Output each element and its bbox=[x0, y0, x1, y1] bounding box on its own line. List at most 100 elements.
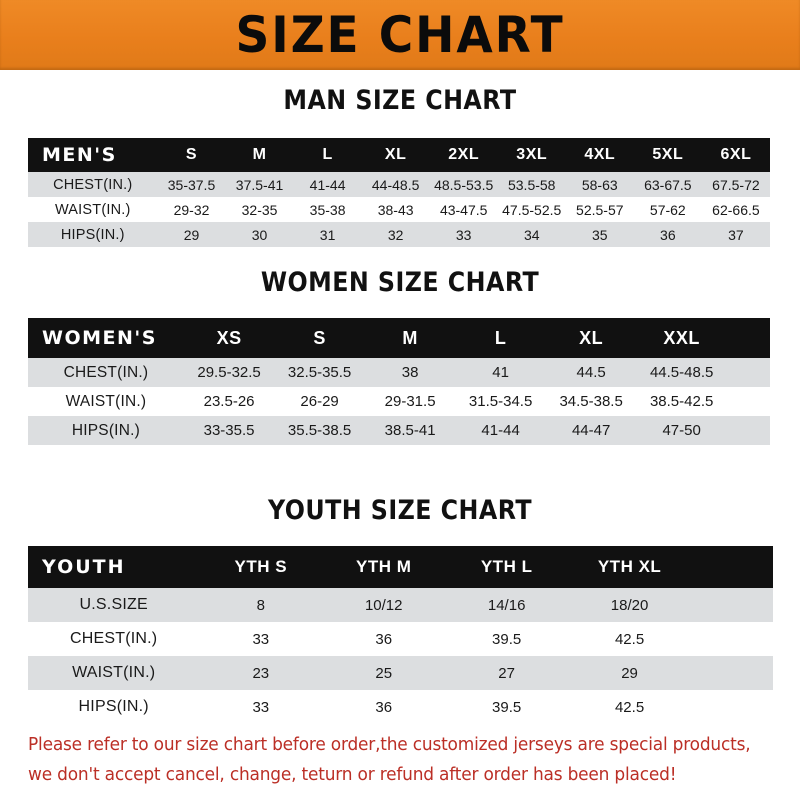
table-cell: 41-44 bbox=[481, 422, 520, 439]
youth-column-header: YTH XL bbox=[597, 557, 662, 576]
footer-line-1: Please refer to our size chart before or… bbox=[28, 735, 751, 755]
row-label: WAIST(IN.) bbox=[65, 392, 147, 410]
men-column-header: 6XL bbox=[720, 146, 752, 163]
table-row: CHEST(IN.) 35-37.5 37.5-41 41-44 44-48.5… bbox=[28, 172, 770, 197]
women-column-header: XS bbox=[216, 327, 242, 348]
table-cell: 42.5 bbox=[614, 698, 645, 716]
table-row: WAIST(IN.) 23.5-26 26-29 29-31.5 31.5-34… bbox=[28, 387, 770, 416]
women-column-header: M bbox=[402, 327, 418, 348]
table-cell-empty bbox=[727, 387, 770, 416]
table-cell: 44.5 bbox=[576, 364, 606, 381]
youth-column-header: YTH L bbox=[480, 557, 533, 576]
table-cell: 23 bbox=[252, 664, 270, 682]
row-label: CHEST(IN.) bbox=[53, 176, 133, 193]
youth-column-header: YTH S bbox=[234, 557, 288, 576]
table-header-row: MEN'S S M L XL 2XL 3XL 4XL 5XL 6XL bbox=[28, 138, 770, 172]
table-cell-empty bbox=[691, 588, 773, 622]
men-column-header: S bbox=[185, 146, 198, 163]
table-cell: 29 bbox=[621, 664, 638, 682]
table-cell-empty bbox=[691, 622, 773, 656]
row-label: WAIST(IN.) bbox=[72, 664, 156, 681]
table-cell: 47-50 bbox=[662, 422, 701, 439]
women-column-header: L bbox=[494, 327, 507, 348]
table-cell-empty bbox=[691, 690, 773, 724]
table-cell: 38.5-41 bbox=[384, 422, 436, 439]
table-cell: 44.5-48.5 bbox=[649, 364, 714, 381]
women-column-header-empty bbox=[727, 318, 770, 358]
table-cell: 37.5-41 bbox=[235, 176, 284, 193]
table-cell: 33 bbox=[252, 698, 270, 716]
table-header-row: WOMEN'S XS S M L XL XXL bbox=[28, 318, 770, 358]
table-cell: 57-62 bbox=[649, 201, 686, 218]
table-row: HIPS(IN.) 29 30 31 32 33 34 35 36 37 bbox=[28, 222, 770, 247]
table-cell: 52.5-57 bbox=[576, 201, 624, 218]
women-table-body: CHEST(IN.) 29.5-32.5 32.5-35.5 38 41 44.… bbox=[28, 358, 770, 445]
table-cell: 41-44 bbox=[309, 176, 346, 193]
table-cell: 44-48.5 bbox=[371, 176, 420, 193]
table-cell: 27 bbox=[498, 664, 515, 682]
men-table-header: MEN'S S M L XL 2XL 3XL 4XL 5XL 6XL bbox=[28, 138, 770, 172]
table-cell: 38.5-42.5 bbox=[649, 393, 714, 410]
table-row: HIPS(IN.) 33-35.5 35.5-38.5 38.5-41 41-4… bbox=[28, 416, 770, 445]
table-cell: 35-37.5 bbox=[167, 176, 216, 193]
youth-table-body: U.S.SIZE 8 10/12 14/16 18/20 CHEST(IN.) … bbox=[28, 588, 773, 724]
table-cell: 44-47 bbox=[571, 422, 611, 439]
table-cell: 26-29 bbox=[300, 393, 339, 410]
youth-column-header: YTH M bbox=[356, 557, 412, 576]
table-cell: 67.5-72 bbox=[712, 176, 760, 193]
table-cell: 31 bbox=[319, 226, 336, 243]
table-row: WAIST(IN.) 23 25 27 29 bbox=[28, 656, 773, 690]
men-column-header: 3XL bbox=[516, 146, 548, 163]
table-row: U.S.SIZE 8 10/12 14/16 18/20 bbox=[28, 588, 773, 622]
table-row: CHEST(IN.) 29.5-32.5 32.5-35.5 38 41 44.… bbox=[28, 358, 770, 387]
table-cell: 47.5-52.5 bbox=[502, 201, 562, 218]
women-column-header: S bbox=[313, 327, 326, 348]
men-column-header: 5XL bbox=[652, 146, 684, 163]
table-cell-empty bbox=[727, 416, 770, 445]
row-label: CHEST(IN.) bbox=[70, 630, 158, 647]
table-cell: 14/16 bbox=[487, 596, 526, 614]
table-cell: 38 bbox=[401, 364, 419, 381]
table-cell: 35-38 bbox=[309, 201, 346, 218]
youth-column-header-empty bbox=[691, 546, 773, 588]
table-cell: 39.5 bbox=[492, 630, 522, 648]
table-cell: 29 bbox=[183, 226, 200, 243]
table-cell: 33 bbox=[252, 630, 270, 648]
youth-section-title: YOUTH SIZE CHART bbox=[267, 495, 533, 526]
row-label: HIPS(IN.) bbox=[60, 226, 125, 243]
table-cell: 38-43 bbox=[377, 201, 414, 218]
table-cell: 25 bbox=[375, 664, 393, 682]
table-cell: 43-47.5 bbox=[439, 201, 488, 218]
table-cell: 32 bbox=[387, 226, 404, 243]
men-column-header: 2XL bbox=[448, 146, 480, 163]
row-label: WAIST(IN.) bbox=[54, 201, 131, 218]
footer-disclaimer: Please refer to our size chart before or… bbox=[28, 730, 754, 790]
women-section-title: WOMEN SIZE CHART bbox=[260, 267, 540, 298]
table-cell: 63-67.5 bbox=[644, 176, 692, 193]
table-cell: 41 bbox=[492, 364, 509, 381]
table-cell: 34 bbox=[523, 226, 540, 243]
table-cell: 30 bbox=[251, 226, 268, 243]
men-column-header: XL bbox=[384, 146, 407, 163]
women-size-table: WOMEN'S XS S M L XL XXL CHEST(IN.) 29.5-… bbox=[28, 318, 770, 445]
men-column-header: L bbox=[322, 146, 333, 163]
table-cell: 37 bbox=[728, 226, 744, 243]
table-header-row: YOUTH YTH S YTH M YTH L YTH XL bbox=[28, 546, 773, 588]
table-cell: 58-63 bbox=[581, 176, 618, 193]
table-cell-empty bbox=[691, 656, 773, 690]
women-column-header: XL bbox=[579, 327, 604, 348]
table-cell: 35 bbox=[591, 226, 608, 243]
table-cell: 62-66.5 bbox=[712, 201, 760, 218]
row-label: CHEST(IN.) bbox=[63, 363, 149, 381]
women-column-header: XXL bbox=[663, 327, 700, 348]
table-cell: 53.5-58 bbox=[507, 176, 556, 193]
table-cell: 36 bbox=[375, 698, 393, 716]
youth-size-table: YOUTH YTH S YTH M YTH L YTH XL U.S.SIZE … bbox=[28, 546, 773, 724]
table-cell: 33-35.5 bbox=[203, 422, 255, 439]
table-cell-empty bbox=[727, 358, 770, 387]
table-cell: 39.5 bbox=[492, 698, 522, 716]
table-cell: 35.5-38.5 bbox=[287, 422, 352, 439]
women-header-label: WOMEN'S bbox=[42, 327, 157, 349]
table-cell: 23.5-26 bbox=[203, 393, 255, 410]
